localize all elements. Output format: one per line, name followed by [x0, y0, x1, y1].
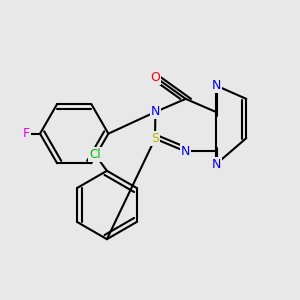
- Text: O: O: [150, 71, 160, 84]
- Text: N: N: [181, 145, 190, 158]
- Text: N: N: [151, 106, 160, 118]
- Text: S: S: [151, 132, 159, 145]
- Text: N: N: [211, 158, 221, 171]
- Text: F: F: [23, 127, 30, 140]
- Text: Cl: Cl: [89, 148, 101, 161]
- Text: N: N: [211, 79, 221, 92]
